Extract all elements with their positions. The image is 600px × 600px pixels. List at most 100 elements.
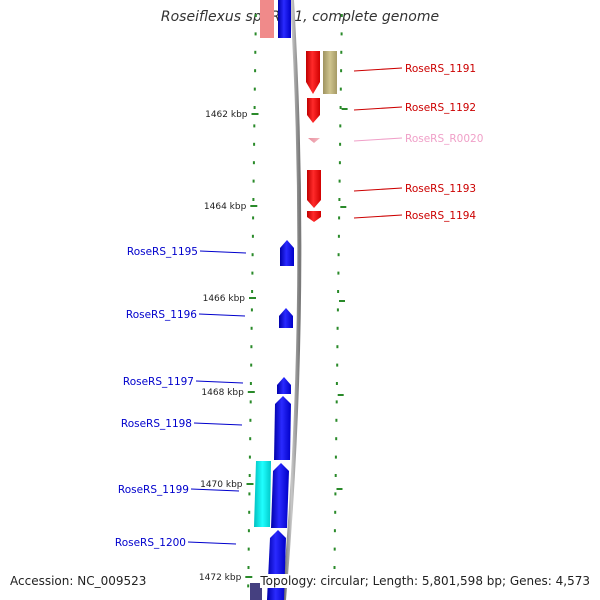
- minor-tick-right: [334, 455, 337, 459]
- minor-tick-left: [248, 455, 251, 459]
- minor-tick-right: [337, 234, 340, 238]
- leader-line: [187, 541, 237, 545]
- tick-label: 1468 kbp: [201, 388, 244, 398]
- minor-tick-left: [252, 198, 255, 201]
- feature-olive: [323, 51, 337, 94]
- label-leader-lines: [187, 67, 403, 545]
- minor-tick-right: [334, 492, 337, 496]
- leader-line: [353, 67, 403, 72]
- major-tick-left: [249, 297, 256, 299]
- minor-tick-right: [337, 271, 340, 275]
- minor-tick-right: [340, 14, 343, 17]
- feature-label-reverse: RoseRS_1198: [121, 418, 192, 430]
- major-tick-right: [336, 488, 343, 490]
- leader-line: [199, 250, 247, 254]
- minor-tick-left: [250, 308, 253, 312]
- minor-tick-left: [252, 179, 255, 183]
- minor-tick-left: [254, 14, 257, 17]
- major-tick-left: [247, 391, 255, 393]
- feature-label-reverse: RoseRS_1200: [115, 537, 186, 549]
- minor-tick-right: [336, 363, 339, 367]
- minor-tick-left: [250, 363, 253, 367]
- minor-tick-right: [335, 382, 338, 385]
- feature-rosers-1199-cyan: [254, 461, 271, 527]
- summary-label: Topology: circular; Length: 5,801,598 bp…: [260, 574, 590, 588]
- tick-label: 1472 kbp: [199, 573, 242, 583]
- minor-tick-right: [333, 529, 336, 533]
- minor-tick-right: [338, 179, 341, 183]
- feature-bottom-dark: [250, 583, 262, 600]
- major-tick-right: [341, 108, 348, 110]
- minor-tick-left: [254, 32, 257, 36]
- minor-tick-left: [249, 418, 252, 422]
- feature-top-blue: [278, 0, 291, 38]
- minor-tick-right: [336, 345, 339, 349]
- major-tick-left: [251, 113, 259, 115]
- feature-label-forward: RoseRS_1191: [405, 63, 476, 75]
- major-tick-left: [250, 205, 258, 207]
- minor-tick-right: [337, 253, 340, 257]
- feature-label-forward: RoseRS_R0020: [405, 133, 483, 145]
- major-tick-right: [339, 300, 345, 302]
- minor-tick-right: [338, 161, 341, 165]
- minor-tick-left: [253, 106, 256, 109]
- minor-tick-left: [249, 382, 252, 385]
- minor-tick-left: [248, 510, 251, 514]
- major-tick-left: [245, 576, 253, 578]
- major-tick-right: [337, 394, 344, 396]
- minor-tick-left: [251, 271, 254, 275]
- minor-tick-left: [251, 290, 254, 293]
- tick-label: 1470 kbp: [200, 480, 243, 490]
- feature-label-forward: RoseRS_1192: [405, 102, 476, 114]
- minor-tick-left: [251, 253, 254, 257]
- minor-tick-right: [340, 32, 343, 36]
- minor-tick-right: [334, 510, 337, 514]
- feature-rosers-r0020: [308, 138, 320, 143]
- minor-tick-right: [336, 308, 339, 312]
- major-tick-right: [340, 206, 347, 208]
- minor-tick-left: [252, 161, 255, 165]
- minor-tick-right: [340, 69, 343, 73]
- tick-label: 1464 kbp: [204, 202, 247, 212]
- minor-tick-left: [250, 326, 253, 330]
- minor-tick-left: [249, 437, 252, 441]
- minor-tick-right: [339, 142, 342, 146]
- leader-line: [353, 106, 403, 111]
- leader-line: [195, 380, 244, 384]
- feature-label-reverse: RoseRS_1199: [118, 484, 189, 496]
- feature-label-reverse: RoseRS_1196: [126, 309, 197, 321]
- feature-label-reverse: RoseRS_1195: [127, 246, 198, 258]
- feature-rosers-1196: [279, 308, 293, 328]
- minor-tick-right: [339, 124, 342, 128]
- leader-line: [198, 313, 246, 317]
- map-title: Roseiflexus sp. RS-1, complete genome: [160, 9, 440, 25]
- minor-tick-right: [340, 50, 343, 54]
- minor-tick-right: [333, 547, 336, 551]
- feature-rosers-1198: [274, 396, 291, 460]
- minor-tick-right: [339, 106, 342, 109]
- minor-tick-right: [339, 87, 342, 91]
- genome-backbone: [282, 0, 302, 600]
- tick-labels: 1462 kbp 1464 kbp 1466 kbp 1468 kbp 1470 kbp…: [199, 110, 259, 583]
- leader-line: [353, 187, 403, 192]
- minor-tick-right: [335, 437, 338, 441]
- feature-top-pink: [260, 0, 274, 38]
- minor-tick-right: [335, 418, 338, 422]
- minor-tick-right: [334, 474, 337, 477]
- minor-tick-right: [338, 198, 341, 201]
- feature-rosers-1194: [307, 211, 321, 222]
- minor-tick-right: [337, 290, 340, 293]
- feature-rosers-1193: [307, 170, 321, 208]
- minor-tick-right: [335, 400, 338, 404]
- minor-tick-right: [333, 566, 336, 569]
- minor-tick-left: [247, 566, 250, 569]
- minor-tick-left: [254, 50, 257, 54]
- leader-line: [353, 214, 403, 219]
- feature-rosers-1192: [307, 98, 320, 123]
- minor-tick-left: [254, 69, 257, 73]
- feature-rosers-1197: [277, 377, 291, 394]
- minor-tick-left: [253, 142, 256, 146]
- major-tick-left: [246, 483, 254, 485]
- minor-tick-left: [251, 234, 254, 238]
- feature-label-forward: RoseRS_1194: [405, 210, 476, 222]
